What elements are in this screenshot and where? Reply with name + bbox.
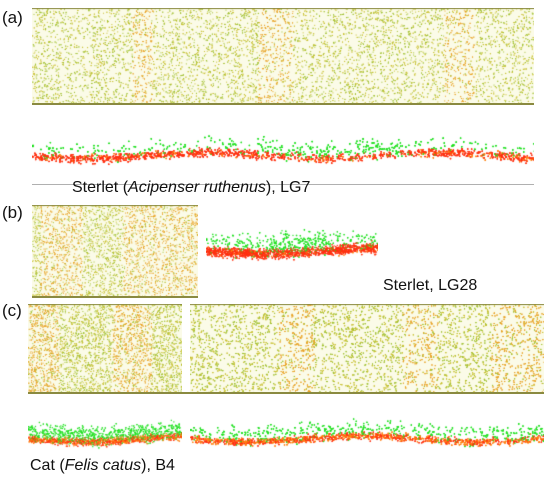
panel-b-label: (b) <box>2 203 23 222</box>
panel-a-label: (a) <box>2 8 23 27</box>
panel-a-density-plot <box>32 8 534 104</box>
panel-c-density-plot-right <box>190 304 544 392</box>
panel-a-caption-suffix: ), LG7 <box>265 179 311 196</box>
panel-a-baseline <box>32 184 534 185</box>
panel-a-caption: Sterlet (Acipenser ruthenus), LG7 <box>72 179 310 197</box>
panel-c-top-axis <box>28 392 544 394</box>
panel-b-density-plot <box>32 205 198 297</box>
panel-c-label: (c) <box>2 301 22 320</box>
panel-c-caption-species: Felis catus <box>64 457 142 474</box>
panel-a-top-axis <box>32 103 534 105</box>
panel-c-caption-suffix: ), B4 <box>141 457 175 474</box>
panel-c-density-plot-left <box>28 304 182 392</box>
panel-b-top-axis <box>32 296 198 298</box>
panel-a-caption-prefix: Sterlet ( <box>72 179 129 196</box>
panel-b-ratio-plot <box>206 207 378 277</box>
panel-b-caption: Sterlet, LG28 <box>383 277 478 294</box>
panel-a-caption-species: Acipenser ruthenus <box>128 179 266 196</box>
panel-c-caption: Cat (Felis catus), B4 <box>30 457 175 475</box>
panel-c-ratio-plot-left <box>28 405 182 459</box>
panel-c-caption-prefix: Cat ( <box>30 457 65 474</box>
panel-a-ratio-plot <box>32 118 534 178</box>
panel-c-ratio-plot-right <box>190 405 544 459</box>
